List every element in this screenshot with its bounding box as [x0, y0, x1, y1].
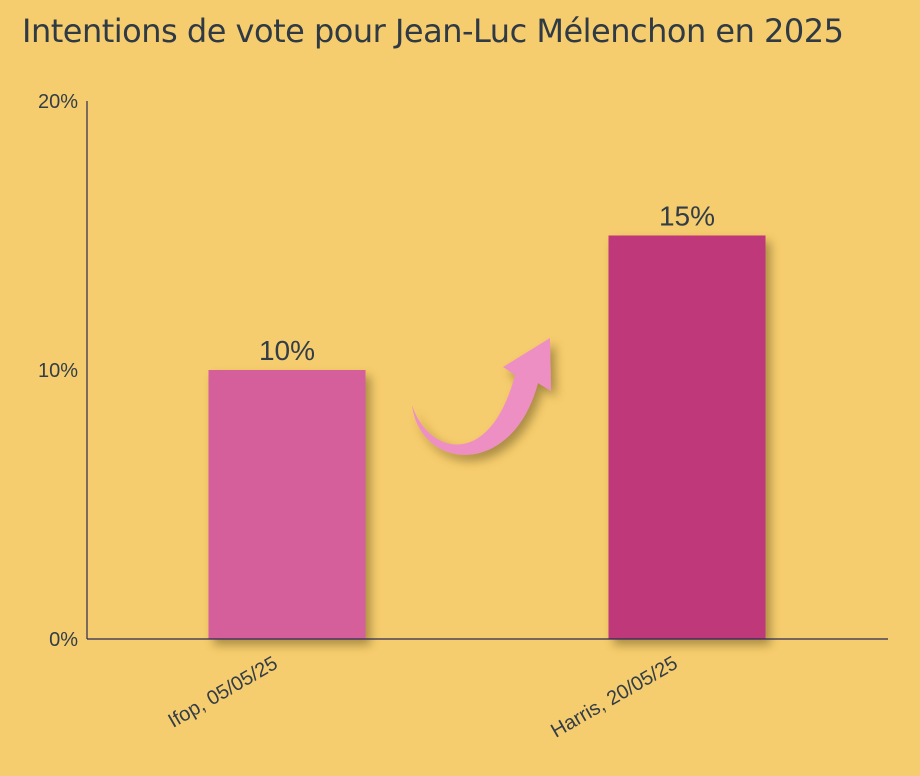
- y-tick-label-3: 20%: [38, 91, 78, 113]
- curved-arrow-icon: [412, 338, 551, 455]
- bar-1: [208, 370, 366, 639]
- bar-2: [608, 235, 766, 639]
- data-label-2: 15%: [659, 201, 715, 232]
- y-tick-label-2: 10%: [38, 360, 78, 382]
- chart-title: Intentions de vote pour Jean-Luc Mélench…: [22, 12, 844, 50]
- data-label-1: 10%: [259, 335, 315, 366]
- category-label-2: Harris, 20/05/25: [547, 652, 681, 742]
- category-label-1: Ifop, 05/05/25: [165, 652, 282, 732]
- y-tick-label-1: 0%: [49, 629, 78, 651]
